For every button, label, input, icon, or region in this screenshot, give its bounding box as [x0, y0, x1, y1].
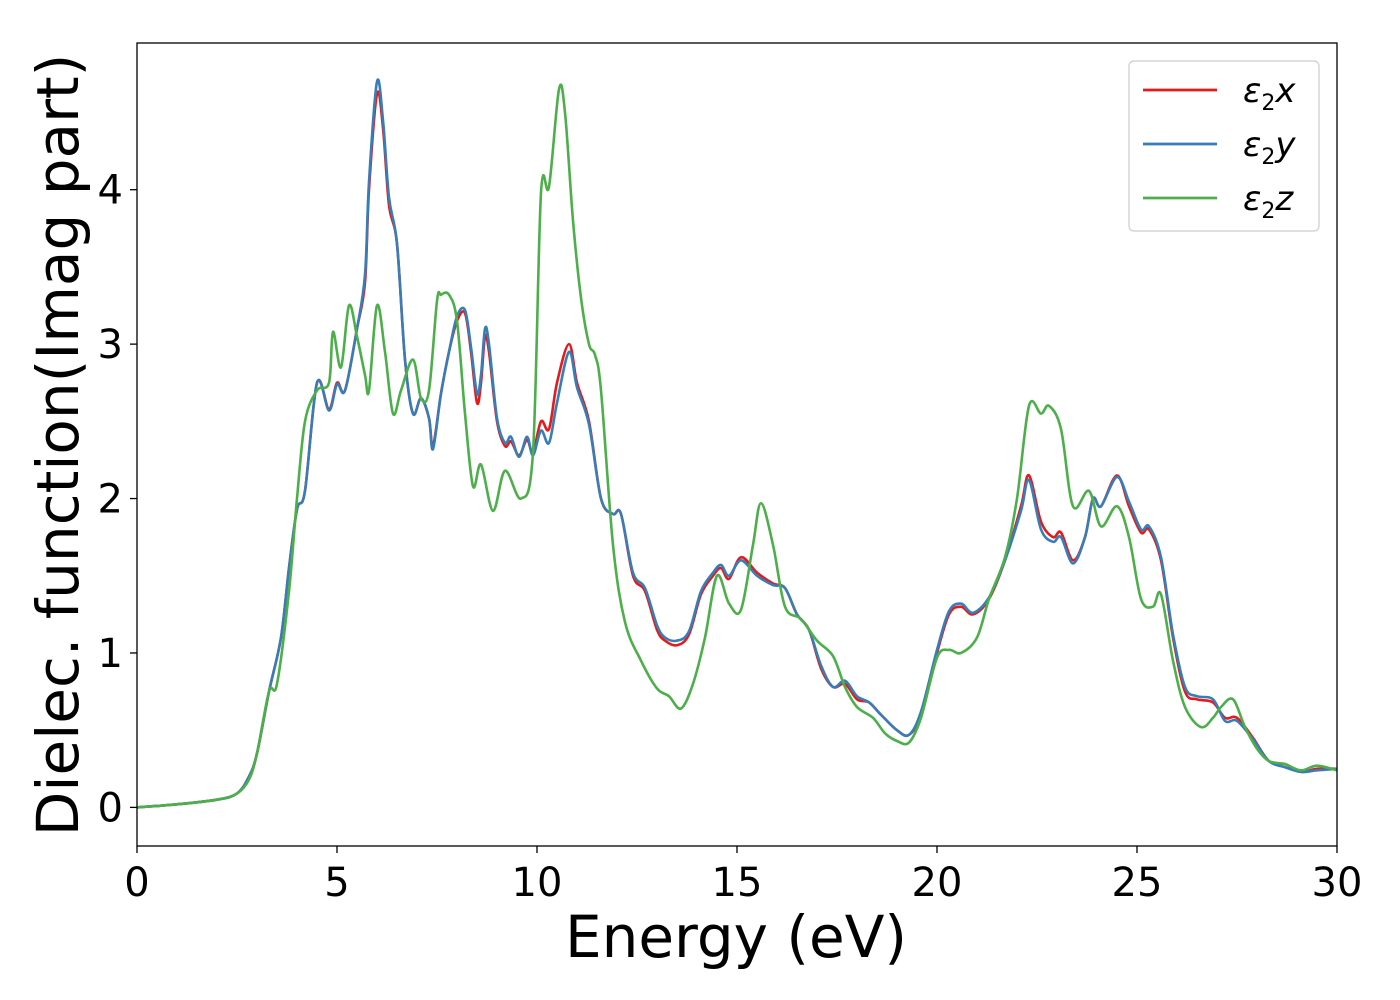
y-tick-label: 2 [98, 477, 123, 523]
y-tick-label: 1 [98, 631, 123, 677]
x-tick-label: 20 [912, 860, 963, 906]
x-tick-label: 5 [324, 860, 349, 906]
y-axis-label: Dielec. function(Imag part) [24, 54, 92, 837]
x-tick-label: 30 [1312, 860, 1363, 906]
legend-entry-x: ε2x [1243, 71, 1296, 116]
x-tick-label: 0 [124, 860, 149, 906]
legend-box [1128, 60, 1320, 232]
x-tick-label: 25 [1112, 860, 1163, 906]
y-tick-label: 3 [98, 322, 123, 368]
legend-entry-z: ε2z [1243, 179, 1294, 224]
y-tick-label: 4 [98, 168, 123, 214]
legend: ε2x ε2y ε2z [1128, 60, 1320, 232]
y-tick-label: 0 [98, 785, 123, 831]
axes: 0 5 10 15 20 25 30 0 1 2 3 4 [98, 42, 1363, 906]
x-tick-label: 15 [712, 860, 763, 906]
legend-entry-y: ε2y [1243, 125, 1296, 170]
series-group [137, 78, 1337, 809]
x-tick-label: 10 [512, 860, 563, 906]
plot-area [137, 78, 1337, 809]
x-axis-label: Energy (eV) [565, 903, 907, 971]
series-line-z [137, 83, 1337, 809]
